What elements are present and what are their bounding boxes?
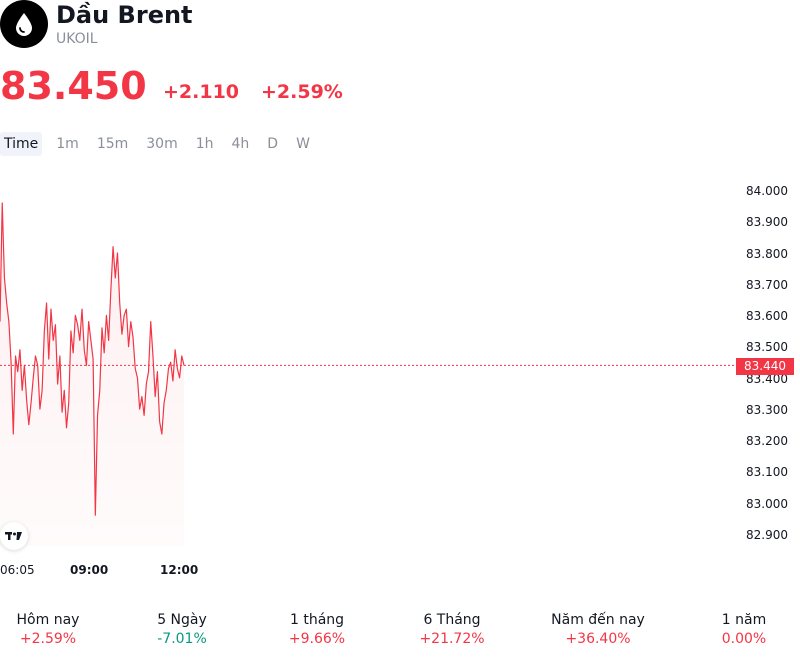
performance-label: Hôm nay: [16, 612, 80, 628]
performance-item[interactable]: 1 năm 0.00%: [684, 612, 800, 648]
tab-1m[interactable]: 1m: [56, 136, 79, 152]
tradingview-logo-icon[interactable]: [0, 522, 28, 550]
y-tick-label: 83.700: [746, 278, 788, 292]
y-tick-label: 83.400: [746, 372, 788, 386]
tab-d[interactable]: D: [267, 136, 279, 152]
performance-item[interactable]: 6 Tháng +21.72%: [392, 612, 512, 648]
price-line: [0, 202, 185, 516]
timeframe-tabs: Time 1m 15m 30m 1h 4h D W: [0, 132, 324, 156]
y-tick-label: 83.100: [746, 465, 788, 479]
tab-time[interactable]: Time: [0, 132, 43, 156]
performance-value: +36.40%: [565, 631, 631, 647]
performance-label: 6 Tháng: [423, 612, 481, 628]
tab-15m[interactable]: 15m: [96, 136, 129, 152]
performance-label: 1 năm: [721, 612, 767, 628]
instrument-symbol: UKOIL: [56, 31, 98, 47]
y-tick-label: 83.800: [746, 247, 788, 261]
tab-4h[interactable]: 4h: [231, 136, 250, 152]
tab-30m[interactable]: 30m: [146, 136, 178, 152]
x-tick-label: 06:05: [0, 563, 35, 577]
performance-value: +2.59%: [19, 631, 77, 647]
last-price: 83.450: [0, 64, 147, 108]
performance-value: +9.66%: [288, 631, 346, 647]
price-change: +2.110: [163, 81, 240, 103]
price-area-fill: [0, 202, 184, 547]
oil-drop-icon: [0, 0, 48, 48]
instrument-title: Dầu Brent: [56, 1, 193, 29]
x-tick-label: 09:00: [70, 563, 109, 577]
price-change-percent: +2.59%: [261, 81, 343, 103]
x-tick-label: 12:00: [160, 563, 199, 577]
price-chart[interactable]: [0, 160, 800, 580]
performance-label: Năm đến nay: [551, 612, 645, 628]
y-tick-label: 83.900: [746, 215, 788, 229]
y-tick-label: 83.200: [746, 434, 788, 448]
tab-1h[interactable]: 1h: [195, 136, 214, 152]
tab-w[interactable]: W: [296, 136, 310, 152]
y-tick-label: 83.600: [746, 309, 788, 323]
performance-value: -7.01%: [157, 631, 207, 647]
y-tick-label: 83.000: [746, 497, 788, 511]
performance-item[interactable]: Năm đến nay +36.40%: [538, 612, 658, 648]
y-tick-label: 82.900: [746, 528, 788, 542]
y-tick-label: 83.500: [746, 340, 788, 354]
performance-label: 1 tháng: [289, 612, 345, 628]
performance-item[interactable]: Hôm nay +2.59%: [0, 612, 108, 648]
performance-item[interactable]: 5 Ngày -7.01%: [122, 612, 242, 648]
performance-item[interactable]: 1 tháng +9.66%: [257, 612, 377, 648]
y-tick-label: 83.300: [746, 403, 788, 417]
performance-value: +21.72%: [419, 631, 485, 647]
performance-label: 5 Ngày: [157, 612, 207, 628]
current-price-marker: 83.440: [736, 358, 794, 375]
y-tick-label: 84.000: [746, 184, 788, 198]
performance-value: 0.00%: [721, 631, 767, 647]
